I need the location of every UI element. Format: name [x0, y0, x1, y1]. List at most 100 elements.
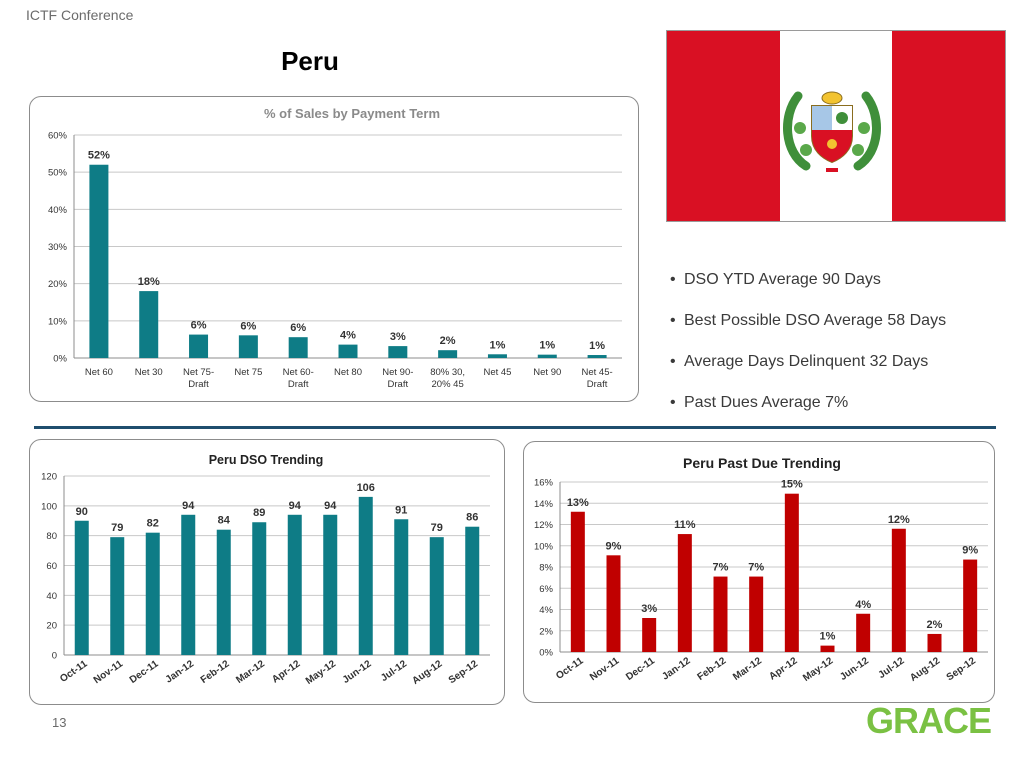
bar — [487, 354, 507, 358]
bar — [677, 534, 692, 652]
bullet-icon: • — [670, 271, 676, 288]
y-tick-label: 10% — [534, 541, 554, 552]
bar — [429, 537, 444, 655]
y-tick-label: 4% — [539, 605, 553, 616]
data-label: 91 — [395, 504, 407, 516]
bullet-text: Past Dues Average 7% — [684, 394, 849, 411]
bar — [288, 337, 308, 358]
key-metrics-list: • DSO YTD Average 90 Days • Best Possible … — [670, 266, 946, 430]
data-label: 2% — [927, 619, 943, 631]
x-tick-label: Sep-12 — [447, 658, 481, 686]
bullet-past-dues: • Past Dues Average 7% — [670, 389, 946, 430]
x-tick-label: 80% 30, 20% 45 — [430, 367, 465, 390]
x-tick-label: Feb-12 — [696, 655, 729, 683]
y-tick-label: 0 — [52, 651, 57, 662]
x-tick-label: Oct-11 — [554, 655, 586, 682]
x-tick-label: Jul-12 — [877, 655, 907, 681]
bullet-icon: • — [670, 312, 676, 329]
data-label: 6% — [290, 322, 306, 334]
flag-stripe-left — [667, 31, 780, 221]
x-tick-label: Jul-12 — [379, 658, 409, 684]
bar — [110, 537, 125, 655]
bar — [891, 528, 906, 652]
coat-of-arms-icon — [783, 91, 881, 172]
x-tick-label: Nov-11 — [588, 655, 622, 683]
bar — [438, 350, 458, 358]
bar — [570, 511, 585, 652]
data-label: 79 — [111, 522, 123, 534]
x-tick-label: Dec-11 — [128, 658, 161, 686]
data-label: 1% — [490, 339, 506, 351]
bullet-icon: • — [670, 353, 676, 370]
bullet-text: DSO YTD Average 90 Days — [684, 271, 881, 288]
x-tick-label: Jun-12 — [838, 655, 871, 683]
bar — [74, 520, 89, 655]
y-tick-label: 8% — [539, 563, 553, 574]
grace-logo: GRACE — [866, 700, 992, 741]
data-label: 89 — [253, 507, 265, 519]
bar — [287, 514, 302, 655]
y-tick-label: 0% — [539, 648, 553, 659]
data-label: 13% — [567, 497, 589, 509]
x-tick-label: Net 75-Draft — [183, 367, 214, 390]
flag-stripe-right — [892, 31, 1006, 221]
data-label: 94 — [182, 500, 195, 512]
data-label: 12% — [888, 514, 910, 526]
x-tick-label: Net 75 — [234, 367, 262, 378]
y-tick-label: 2% — [539, 626, 553, 637]
y-tick-label: 40 — [46, 591, 57, 602]
past-due-trending-chart: Peru Past Due Trending 0% 2% 4% 6% 8% 10% 12% 14… — [534, 455, 988, 684]
x-tick-label: Net 60-Draft — [283, 367, 314, 390]
data-label: 86 — [466, 512, 478, 524]
data-label: 3% — [641, 603, 657, 615]
bullet-days-delinquent: • Average Days Delinquent 32 Days — [670, 348, 946, 389]
bar — [388, 346, 408, 358]
x-tick-label: Mar-12 — [731, 655, 764, 683]
sales-by-payment-term-panel: % of Sales by Payment Term 0% 10% 20% 30% 40%… — [29, 96, 639, 402]
bar — [145, 532, 160, 655]
chart-title: % of Sales by Payment Term — [264, 106, 440, 121]
bar — [338, 344, 358, 358]
bar — [784, 493, 799, 652]
x-tick-label: Apr-12 — [270, 658, 303, 685]
past-due-trending-panel: Peru Past Due Trending 0% 2% 4% 6% 8% 10% 12% 14… — [523, 441, 995, 703]
y-tick-label: 100 — [41, 501, 57, 512]
data-label: 1% — [539, 340, 555, 352]
chart-title: Peru DSO Trending — [209, 453, 324, 467]
bar — [189, 334, 209, 358]
data-label: 9% — [962, 545, 978, 557]
x-tick-label: Net 45 — [483, 367, 511, 378]
data-label: 15% — [781, 479, 803, 491]
bar — [927, 633, 942, 652]
bar — [358, 496, 373, 655]
dso-trending-panel: Peru DSO Trending 0 20 40 60 80 100 120 90 Oct-11… — [29, 439, 505, 705]
bar — [465, 526, 480, 655]
bar — [89, 164, 109, 358]
bar — [216, 529, 231, 655]
y-tick-label: 30% — [48, 242, 68, 253]
data-label: 106 — [357, 482, 375, 494]
x-tick-label: Oct-11 — [58, 658, 90, 685]
bar — [713, 576, 728, 652]
data-label: 2% — [440, 335, 456, 347]
data-label: 7% — [748, 562, 764, 574]
bar — [252, 522, 267, 655]
bar — [537, 354, 557, 358]
data-label: 7% — [713, 562, 729, 574]
bar — [587, 355, 607, 358]
conference-name: ICTF Conference — [26, 7, 134, 23]
bar — [820, 645, 835, 652]
data-label: 11% — [674, 519, 696, 531]
data-label: 6% — [240, 320, 256, 332]
y-tick-label: 10% — [48, 316, 68, 327]
data-label: 1% — [589, 340, 605, 352]
dso-trending-chart: Peru DSO Trending 0 20 40 60 80 100 120 90 Oct-11… — [41, 453, 490, 687]
bar — [238, 335, 258, 358]
bullet-dso-ytd: • DSO YTD Average 90 Days — [670, 266, 946, 307]
data-label: 1% — [820, 631, 836, 643]
x-tick-label: Sep-12 — [945, 655, 979, 683]
y-tick-label: 60 — [46, 561, 57, 572]
bullet-text: Average Days Delinquent 32 Days — [684, 353, 929, 370]
data-label: 52% — [88, 150, 110, 162]
page-number: 13 — [52, 715, 67, 730]
